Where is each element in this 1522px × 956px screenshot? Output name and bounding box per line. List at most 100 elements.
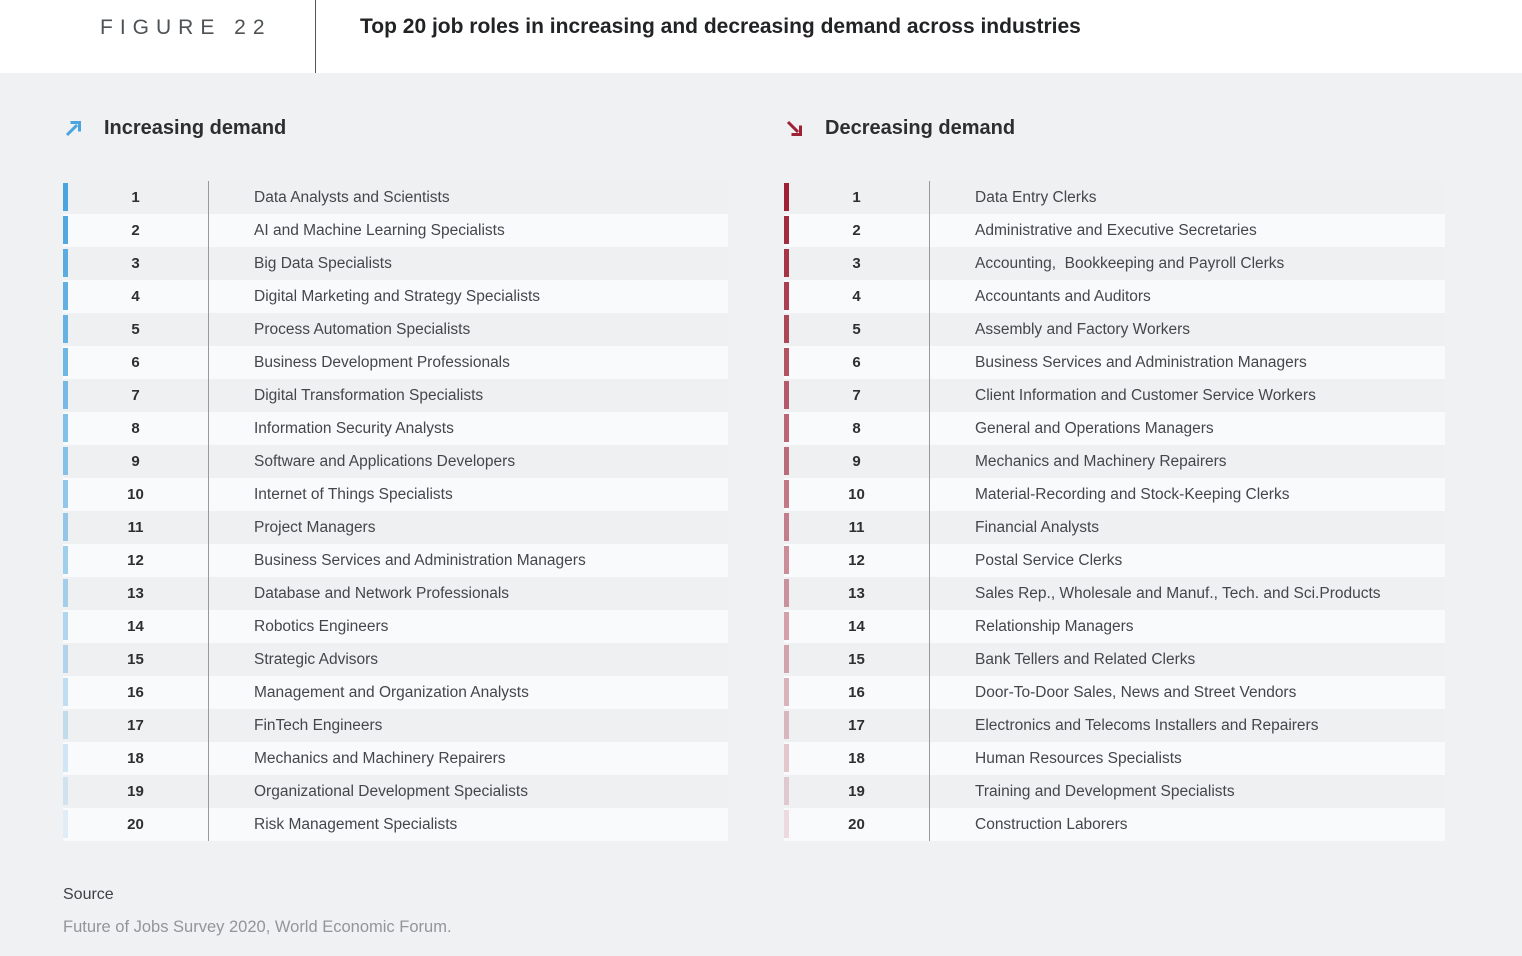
rank-accent-bar [784, 480, 789, 508]
rank-cell: 1 [784, 181, 930, 214]
table-row: 7 Client Information and Customer Service… [784, 379, 1445, 412]
rank-accent-bar [63, 579, 68, 607]
role-cell: Mechanics and Machinery Repairers [254, 749, 506, 767]
rank-cell: 14 [63, 610, 209, 643]
table-row: 14 Robotics Engineers [63, 610, 728, 643]
rank-cell: 3 [63, 247, 209, 280]
table-row: 17 FinTech Engineers [63, 709, 728, 742]
rank-accent-bar [63, 414, 68, 442]
rank-accent-bar [784, 282, 789, 310]
role-cell: Assembly and Factory Workers [975, 320, 1191, 338]
role-cell: FinTech Engineers [254, 716, 383, 734]
rank-cell: 2 [63, 214, 209, 247]
panel-heading-label: Decreasing demand [825, 116, 1016, 139]
role-cell: Project Managers [254, 518, 376, 536]
rank-accent-bar [63, 348, 68, 376]
role-cell: Sales Rep., Wholesale and Manuf., Tech. … [975, 584, 1381, 602]
role-cell: Business Services and Administration Man… [975, 353, 1307, 371]
role-cell: Accountants and Auditors [975, 287, 1151, 305]
rank-accent-bar [784, 546, 789, 574]
rank-cell: 18 [784, 742, 930, 775]
table-row: 13 Sales Rep., Wholesale and Manuf., Tech… [784, 577, 1445, 610]
role-cell: General and Operations Managers [975, 419, 1214, 437]
rank-accent-bar [784, 645, 789, 673]
role-cell: Software and Applications Developers [254, 452, 516, 470]
role-cell: Postal Service Clerks [975, 551, 1123, 569]
rank-cell: 8 [784, 412, 930, 445]
rank-cell: 3 [784, 247, 930, 280]
table-row: 8 General and Operations Managers [784, 412, 1445, 445]
rank-accent-bar [784, 315, 789, 343]
table-row: 11 Financial Analysts [784, 511, 1445, 544]
rank-cell: 9 [63, 445, 209, 478]
rank-cell: 16 [63, 676, 209, 709]
role-cell: Mechanics and Machinery Repairers [975, 452, 1227, 470]
role-cell: Information Security Analysts [254, 419, 454, 437]
table-row: 10 Material-Recording and Stock-Keeping C… [784, 478, 1445, 511]
table-row: 20 Construction Laborers [784, 808, 1445, 841]
rank-accent-bar [784, 414, 789, 442]
table-row: 9 Software and Applications Developers [63, 445, 728, 478]
source-block: Source Future of Jobs Survey 2020, World… [63, 886, 452, 937]
panel-heading-label: Increasing demand [104, 116, 287, 139]
role-cell: Risk Management Specialists [254, 815, 458, 833]
rank-cell: 11 [784, 511, 930, 544]
role-cell: Big Data Specialists [254, 254, 392, 272]
rank-cell: 12 [63, 544, 209, 577]
rank-accent-bar [784, 579, 789, 607]
increasing-demand-panel: Increasing demand 1 Data Analysts and Sci… [63, 73, 728, 841]
rank-accent-bar [63, 678, 68, 706]
rank-accent-bar [784, 381, 789, 409]
role-cell: Internet of Things Specialists [254, 485, 453, 503]
table-row: 17 Electronics and Telecoms Installers an… [784, 709, 1445, 742]
role-cell: Relationship Managers [975, 617, 1134, 635]
role-cell: Process Automation Specialists [254, 320, 471, 338]
role-cell: AI and Machine Learning Specialists [254, 221, 505, 239]
rank-cell: 5 [63, 313, 209, 346]
rank-accent-bar [63, 810, 68, 838]
table-row: 16 Management and Organization Analysts [63, 676, 728, 709]
table-row: 19 Organizational Development Specialists [63, 775, 728, 808]
role-cell: Bank Tellers and Related Clerks [975, 650, 1196, 668]
role-cell: Client Information and Customer Service … [975, 386, 1316, 404]
table-row: 15 Strategic Advisors [63, 643, 728, 676]
rank-cell: 1 [63, 181, 209, 214]
rank-accent-bar [63, 183, 68, 211]
rank-accent-bar [784, 777, 789, 805]
role-cell: Organizational Development Specialists [254, 782, 528, 800]
role-cell: Material-Recording and Stock-Keeping Cle… [975, 485, 1290, 503]
table-row: 2 AI and Machine Learning Specialists [63, 214, 728, 247]
role-cell: Financial Analysts [975, 518, 1100, 536]
rank-cell: 20 [63, 808, 209, 841]
rank-accent-bar [63, 216, 68, 244]
rank-accent-bar [63, 447, 68, 475]
rank-accent-bar [784, 711, 789, 739]
table-row: 12 Business Services and Administration M… [63, 544, 728, 577]
role-cell: Accounting, Bookkeeping and Payroll Cler… [975, 254, 1285, 272]
role-cell: Business Services and Administration Man… [254, 551, 586, 569]
rank-cell: 2 [784, 214, 930, 247]
rank-accent-bar [784, 216, 789, 244]
rank-cell: 11 [63, 511, 209, 544]
rank-accent-bar [63, 381, 68, 409]
rank-accent-bar [784, 612, 789, 640]
rank-cell: 8 [63, 412, 209, 445]
rank-accent-bar [784, 810, 789, 838]
arrow-down-right-icon [784, 118, 805, 139]
increasing-demand-heading: Increasing demand [63, 115, 728, 141]
rank-cell: 17 [784, 709, 930, 742]
rank-cell: 19 [63, 775, 209, 808]
rank-cell: 14 [784, 610, 930, 643]
source-label: Source [63, 886, 114, 903]
rank-accent-bar [63, 711, 68, 739]
rank-accent-bar [784, 348, 789, 376]
role-cell: Administrative and Executive Secretaries [975, 221, 1257, 239]
table-row: 16 Door-To-Door Sales, News and Street Ve… [784, 676, 1445, 709]
rank-accent-bar [63, 612, 68, 640]
rank-cell: 10 [63, 478, 209, 511]
rank-accent-bar [63, 744, 68, 772]
table-row: 18 Human Resources Specialists [784, 742, 1445, 775]
rank-cell: 16 [784, 676, 930, 709]
rank-cell: 19 [784, 775, 930, 808]
